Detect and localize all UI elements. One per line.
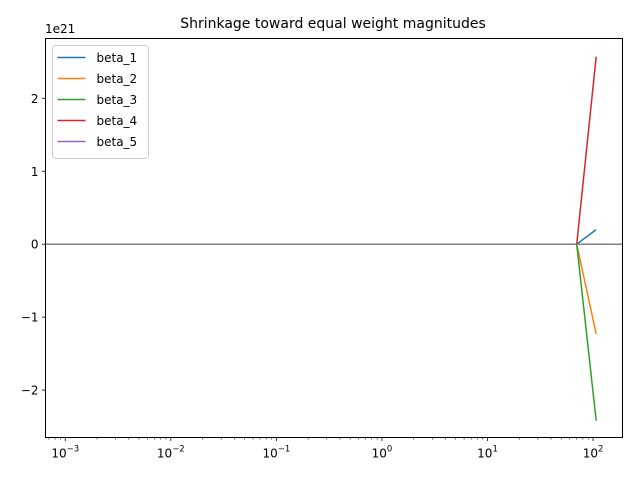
legend-label-beta_2: beta_2 <box>97 72 138 86</box>
legend: beta_1 beta_2 beta_3 beta_4 beta_5 <box>52 45 149 159</box>
x-tick-label: 10−1 <box>262 445 290 461</box>
y-offset-label: 1e21 <box>45 22 75 36</box>
x-tick-label: 101 <box>477 445 498 461</box>
x-tick-label: 102 <box>583 445 604 461</box>
legend-label-beta_5: beta_5 <box>97 135 138 149</box>
y-tick-label: −2 <box>21 384 39 398</box>
y-tick-label: 1 <box>31 165 39 179</box>
series-line-beta_2 <box>65 243 597 335</box>
chart-title: Shrinkage toward equal weight magnitudes <box>180 16 486 32</box>
y-tick-label: 2 <box>31 92 39 106</box>
legend-label-beta_3: beta_3 <box>97 93 138 107</box>
legend-label-beta_4: beta_4 <box>97 114 138 128</box>
x-tick-label: 100 <box>372 445 393 461</box>
series-line-beta_3 <box>65 243 597 421</box>
series-lines <box>45 56 623 421</box>
y-tick-label: −1 <box>21 311 39 325</box>
legend-box <box>52 45 149 159</box>
legend-label-beta_1: beta_1 <box>97 51 138 65</box>
x-tick-label: 10−3 <box>51 445 79 461</box>
plot-frame <box>45 38 623 438</box>
series-line-beta_1 <box>65 229 597 245</box>
y-tick-label: 0 <box>31 238 39 252</box>
x-tick-label: 10−2 <box>157 445 185 461</box>
